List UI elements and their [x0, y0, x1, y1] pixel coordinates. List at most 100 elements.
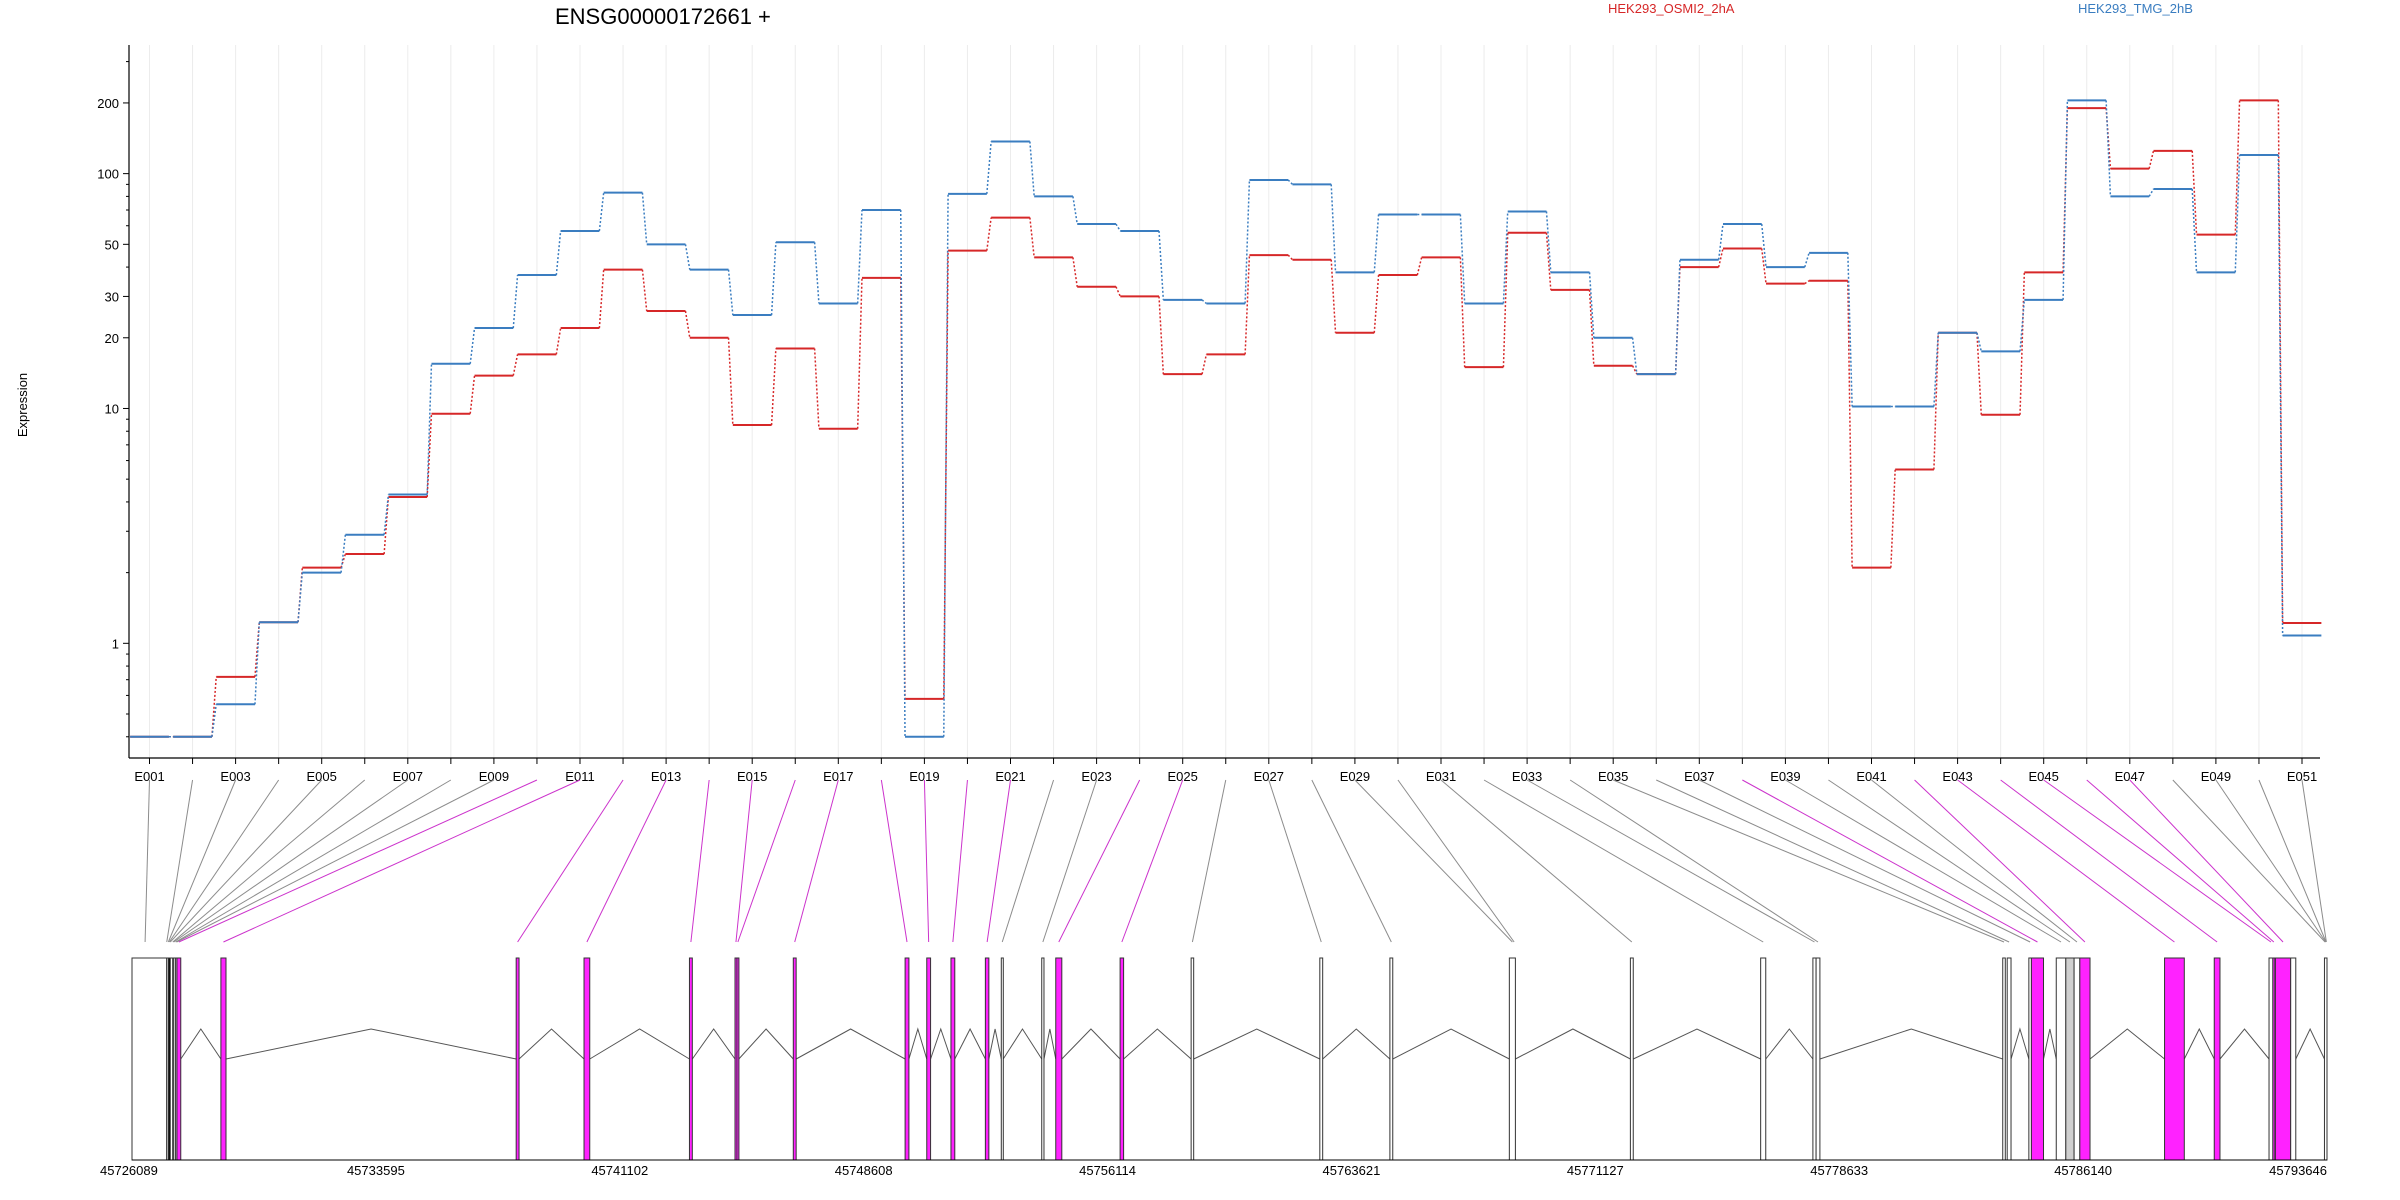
series-connector: [1760, 248, 1767, 284]
exon-link: [172, 779, 366, 943]
series-connector: [1244, 255, 1251, 355]
series-connector: [1933, 332, 1939, 470]
series-connector: [469, 375, 476, 414]
intron-line: [2295, 1027, 2325, 1060]
exon-box: [2272, 957, 2276, 1161]
x-tick-label: E001: [134, 769, 164, 784]
series-connector: [426, 413, 433, 497]
exon-box: [2006, 957, 2012, 1161]
series-connector: [2019, 272, 2026, 415]
intron-line: [1061, 1028, 1121, 1060]
exon-link: [1042, 779, 1098, 943]
series-connector: [1890, 469, 1896, 568]
exon-link: [1914, 779, 2086, 943]
series-connector: [2062, 100, 2069, 300]
genome-coordinate-label: 45778633: [1810, 1163, 1868, 1178]
series-connector: [555, 327, 562, 355]
series-connector: [2105, 100, 2112, 197]
genome-coordinate-label: 45786140: [2054, 1163, 2112, 1178]
exon-box: [1041, 957, 1045, 1161]
x-tick-label: E007: [393, 769, 423, 784]
exon-link: [1871, 779, 2078, 943]
exon-box: [1119, 957, 1125, 1161]
series-connector: [2019, 299, 2026, 352]
exon-link: [1656, 779, 2010, 943]
exon-box: [583, 957, 591, 1161]
series-connector: [813, 348, 820, 429]
series-connector: [684, 244, 691, 270]
series-connector: [1502, 211, 1509, 304]
exon-box: [1629, 957, 1634, 1161]
series-connector: [512, 354, 519, 376]
genome-coordinate-label: 45756114: [1079, 1163, 1136, 1178]
exon-link: [1440, 779, 1633, 943]
exon-box: [2164, 957, 2185, 1161]
exon-link: [1828, 779, 2071, 943]
series-connector: [1201, 354, 1208, 375]
series-connector: [1072, 196, 1078, 225]
intron-line: [2043, 1028, 2057, 1060]
x-tick-label: E043: [1942, 769, 1972, 784]
legend-item-tmg: HEK293_TMG_2hB: [2078, 1, 2193, 16]
x-tick-label: E027: [1254, 769, 1284, 784]
exon-link: [1001, 779, 1055, 943]
exon-box: [2268, 957, 2274, 1161]
series-connector: [383, 494, 390, 535]
exon-link: [690, 779, 710, 943]
exon-box: [926, 957, 932, 1161]
exon-box: [688, 957, 693, 1161]
intron-line: [1322, 1028, 1391, 1060]
exon-link: [1785, 779, 2062, 943]
x-tick-label: E045: [2029, 769, 2059, 784]
x-tick-label: E015: [737, 769, 767, 784]
x-tick-label: E033: [1512, 769, 1542, 784]
exon-box: [984, 957, 990, 1161]
series-connector: [1631, 365, 1638, 375]
exon-link: [167, 779, 237, 943]
x-tick-label: E009: [479, 769, 509, 784]
series-connector: [2191, 150, 2198, 235]
y-tick-label: 10: [105, 401, 119, 416]
intron-line: [1515, 1028, 1631, 1060]
series-connector: [1588, 289, 1595, 366]
exon-box: [2274, 957, 2292, 1161]
exon-link: [880, 779, 908, 943]
x-tick-label: E039: [1770, 769, 1800, 784]
x-tick-label: E047: [2115, 769, 2145, 784]
exon-link: [2215, 779, 2327, 943]
series-connector: [383, 496, 390, 555]
series-connector: [641, 269, 648, 312]
intron-line: [1819, 1028, 2003, 1060]
exon-link: [1569, 779, 1819, 943]
intron-line: [988, 1028, 1002, 1060]
x-tick-label: E031: [1426, 769, 1456, 784]
series-connector: [1847, 280, 1853, 568]
exon-link: [2043, 779, 2272, 943]
intron-line: [2089, 1028, 2165, 1060]
series-connector: [1287, 179, 1294, 185]
exon-link: [1699, 779, 2031, 943]
exon-link-lines: [144, 779, 2327, 943]
series-connector: [1545, 232, 1552, 290]
intron-line: [2010, 1027, 2030, 1060]
exon-link: [2129, 779, 2284, 943]
intron-line: [795, 1028, 906, 1060]
exon-link: [1742, 779, 2038, 943]
y-tick-label: 1: [112, 636, 119, 651]
exon-link: [986, 779, 1011, 943]
series-connector: [1330, 259, 1337, 333]
series-connector: [469, 327, 476, 364]
series-connector: [2234, 155, 2241, 273]
series-connector: [1158, 230, 1165, 300]
exon-box: [2002, 957, 2006, 1161]
series-connector: [727, 269, 734, 316]
series-layer: [130, 99, 2322, 738]
series-connector: [2148, 150, 2155, 169]
grid-layer: [149, 45, 2303, 758]
exon-link: [923, 779, 930, 943]
exon-link: [586, 779, 667, 943]
exon-box: [515, 957, 520, 1161]
intron-line: [2183, 1027, 2215, 1060]
x-tick-label: E017: [823, 769, 853, 784]
exon-box: [904, 957, 910, 1161]
